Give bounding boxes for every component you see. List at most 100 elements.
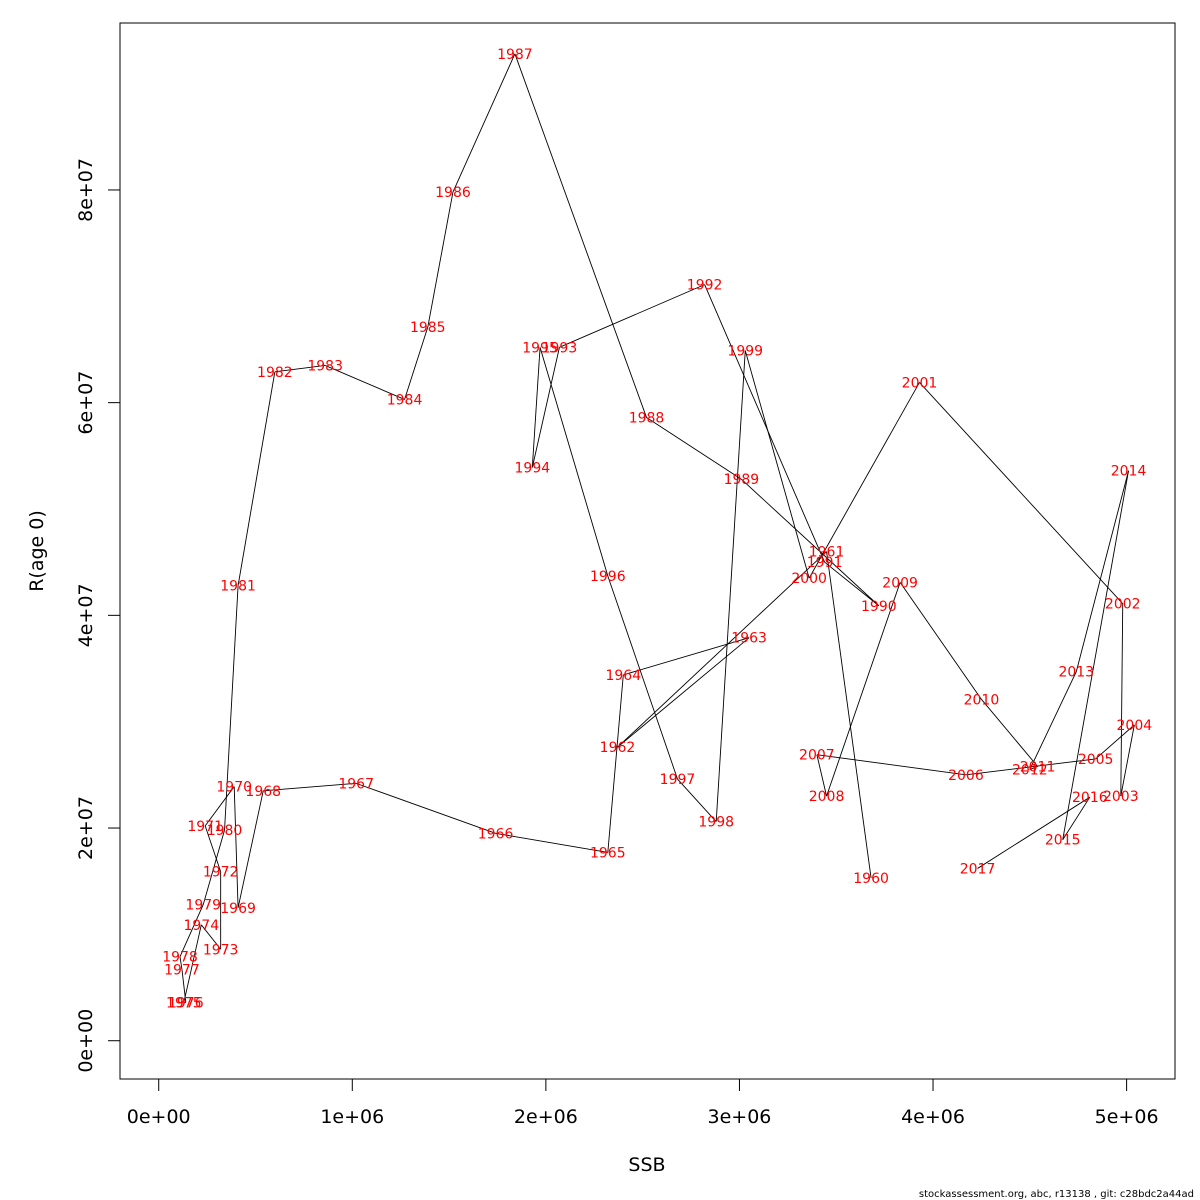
- year-label-1970: 1970: [216, 780, 252, 796]
- trajectory-segment: [1062, 470, 1129, 840]
- year-label-1977: 1977: [164, 962, 200, 978]
- year-label-2009: 2009: [882, 575, 918, 591]
- year-label-1987: 1987: [497, 47, 533, 63]
- trajectory-segment: [1120, 603, 1124, 797]
- trajectory-segment: [704, 284, 826, 563]
- y-tick-label: 8e+07: [75, 158, 97, 222]
- year-label-1993: 1993: [542, 340, 578, 356]
- year-label-1985: 1985: [410, 320, 446, 336]
- x-tick-label: 3e+06: [708, 1106, 772, 1128]
- year-label-1979: 1979: [185, 898, 221, 914]
- trajectory-segment: [1062, 796, 1091, 840]
- y-tick-label: 2e+07: [75, 796, 97, 860]
- year-label-1974: 1974: [183, 918, 219, 934]
- plot-frame: [119, 22, 1176, 1080]
- year-label-1989: 1989: [724, 472, 760, 488]
- trajectory-segment: [204, 786, 235, 827]
- year-label-1969: 1969: [220, 901, 256, 917]
- year-label-2008: 2008: [809, 789, 845, 805]
- trajectory-segment: [531, 347, 560, 468]
- x-tick-label: 2e+06: [514, 1106, 578, 1128]
- year-label-1981: 1981: [220, 579, 256, 595]
- trajectory-segment: [715, 350, 746, 822]
- year-labels: 1960 1961 1962 1963 1964 1965 1966 1967 1968 1969…: [162, 47, 1152, 1012]
- year-label-1988: 1988: [629, 411, 665, 427]
- year-label-1998: 1998: [698, 815, 734, 831]
- year-label-2002: 2002: [1105, 597, 1141, 613]
- year-label-1963: 1963: [731, 631, 767, 647]
- trajectory-segment: [204, 825, 222, 872]
- y-tick-label: 4e+07: [75, 583, 97, 647]
- year-label-2005: 2005: [1078, 752, 1114, 768]
- y-tick-label: 0e+00: [75, 1009, 97, 1073]
- trajectory-segment: [744, 350, 810, 579]
- trajectory-segment: [1075, 470, 1129, 672]
- x-tick-label: 4e+06: [901, 1106, 965, 1128]
- year-label-1996: 1996: [590, 569, 626, 585]
- year-label-2014: 2014: [1111, 464, 1147, 480]
- year-label-1995: 1995: [522, 340, 558, 356]
- x-axis: 0e+00 1e+06 2e+06 3e+06 4e+06 5e+06: [127, 1078, 1159, 1128]
- year-label-1962: 1962: [600, 740, 636, 756]
- trajectory-segment: [356, 782, 496, 834]
- y-axis-title: R(age 0): [26, 510, 48, 592]
- year-label-1978: 1978: [162, 950, 198, 966]
- year-label-2017: 2017: [960, 861, 996, 877]
- trajectory-segment: [899, 582, 982, 700]
- year-label-2001: 2001: [902, 375, 938, 391]
- trajectory-segment: [404, 327, 429, 400]
- series-line: [179, 53, 1135, 1003]
- trajectory-segment: [539, 347, 609, 577]
- trajectory-segment: [826, 582, 901, 797]
- trajectory-segment: [1120, 724, 1135, 797]
- year-label-2004: 2004: [1117, 718, 1153, 734]
- year-label-2003: 2003: [1103, 789, 1139, 805]
- trajectory-segment: [559, 284, 705, 348]
- x-tick-label: 5e+06: [1095, 1106, 1159, 1128]
- trajectory-segment: [427, 192, 454, 328]
- trajectory-segment: [741, 478, 880, 607]
- trajectory-segment: [531, 347, 541, 468]
- trajectory-segment: [452, 53, 516, 193]
- trajectory-segment: [183, 924, 202, 1003]
- trajectory-segment: [677, 778, 717, 822]
- year-label-2013: 2013: [1058, 665, 1094, 681]
- year-label-2011: 2011: [1020, 759, 1056, 775]
- trajectory-segment: [617, 551, 827, 748]
- y-tick-label: 6e+07: [75, 371, 97, 435]
- x-tick-label: 0e+00: [127, 1106, 191, 1128]
- trajectory-segment: [202, 830, 225, 905]
- trajectory-segment: [607, 674, 624, 853]
- year-label-2007: 2007: [799, 748, 835, 764]
- trajectory-segment: [623, 637, 750, 676]
- year-label-2000: 2000: [791, 571, 827, 587]
- trajectory-segment: [495, 832, 608, 853]
- year-label-1990: 1990: [861, 599, 897, 615]
- trajectory-segment: [263, 782, 357, 792]
- trajectory-segment: [824, 561, 880, 607]
- trajectory-segment: [919, 382, 1124, 604]
- year-label-1976: 1976: [168, 995, 204, 1011]
- trajectory-segment: [826, 551, 872, 879]
- year-label-1982: 1982: [257, 365, 293, 381]
- year-label-1999: 1999: [727, 344, 763, 360]
- year-label-2015: 2015: [1045, 833, 1081, 849]
- trajectory-segment: [181, 969, 187, 1003]
- year-label-1992: 1992: [687, 278, 723, 294]
- x-tick-label: 1e+06: [320, 1106, 384, 1128]
- year-label-1997: 1997: [660, 772, 696, 788]
- year-label-1994: 1994: [515, 461, 551, 477]
- footer-credit: stockassessment.org, abc, r13138 , git: …: [919, 1189, 1194, 1200]
- trajectory-segment: [1029, 765, 1038, 770]
- year-label-2016: 2016: [1072, 790, 1108, 806]
- trajectory-segment: [514, 53, 647, 418]
- trajectory-segment: [233, 786, 239, 908]
- year-label-2006: 2006: [948, 768, 984, 784]
- trajectory-segment: [977, 796, 1091, 869]
- trajectory-segment: [816, 754, 966, 776]
- trajectory-segment: [981, 699, 1038, 767]
- year-label-2010: 2010: [964, 692, 1000, 708]
- year-label-1968: 1968: [245, 784, 281, 800]
- trajectory-segment: [607, 575, 678, 780]
